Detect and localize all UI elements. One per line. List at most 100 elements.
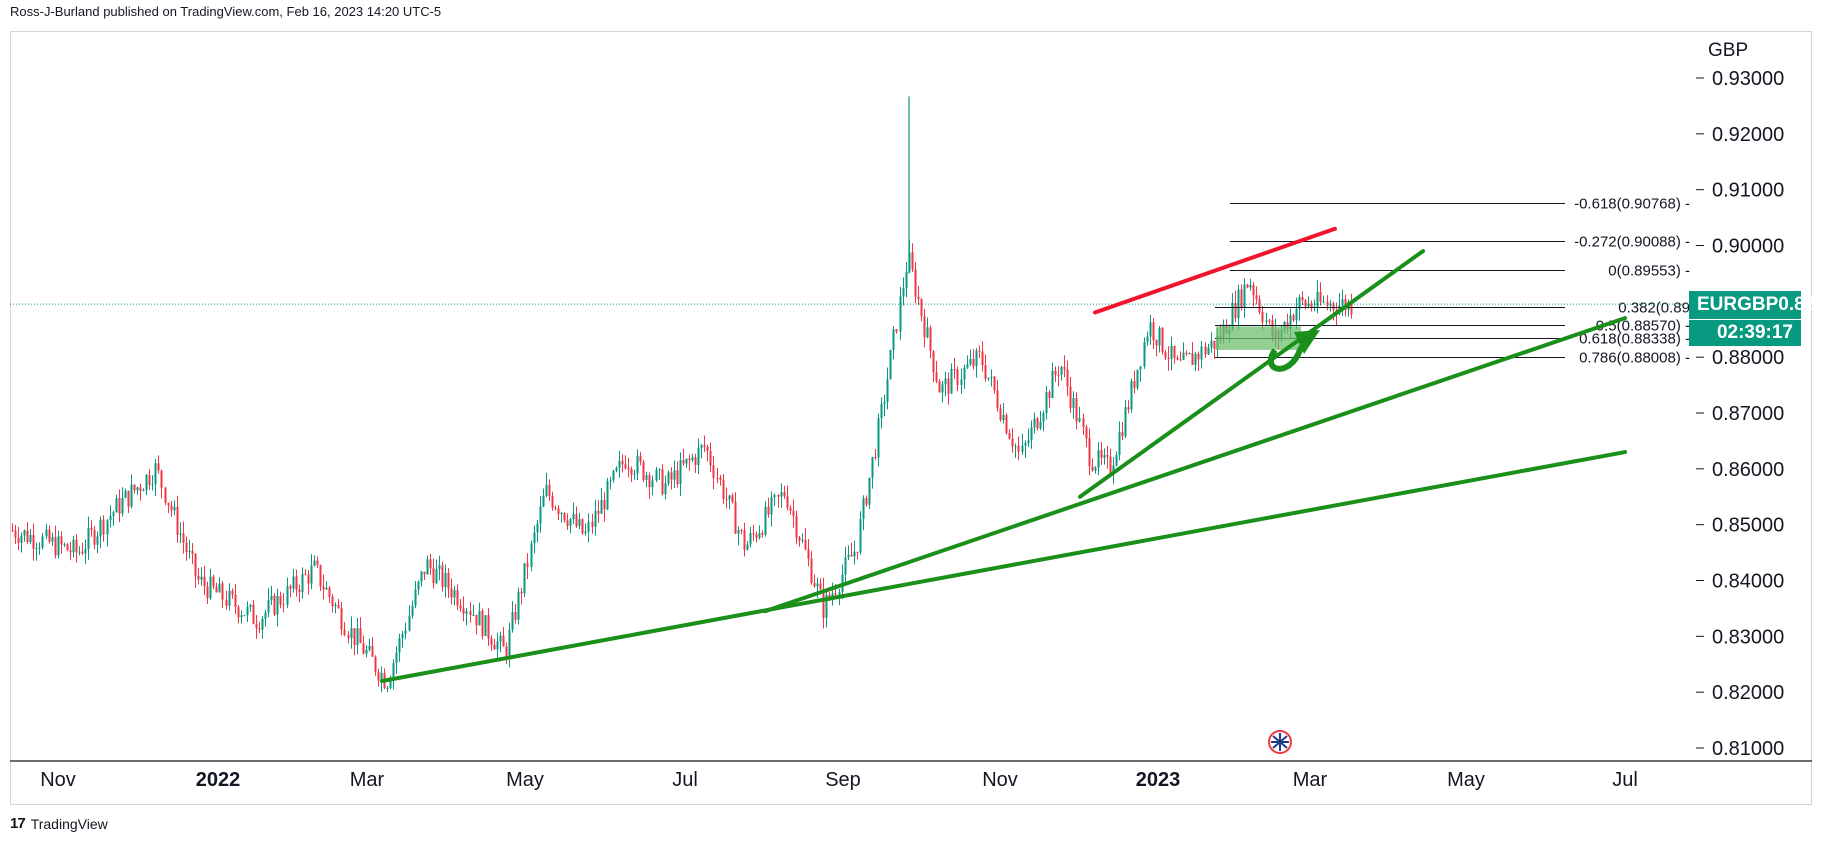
candle-body bbox=[398, 638, 401, 653]
candle-body bbox=[923, 316, 926, 338]
candle-body bbox=[597, 510, 600, 514]
candle-body bbox=[902, 288, 905, 297]
candle-body bbox=[1298, 297, 1301, 309]
candle-body bbox=[941, 384, 944, 393]
support-trendline bbox=[763, 316, 1627, 614]
candle-body bbox=[115, 498, 118, 513]
candle-body bbox=[777, 494, 780, 497]
candle-body bbox=[810, 558, 813, 583]
candle-body bbox=[1246, 284, 1249, 288]
candle-body bbox=[14, 530, 17, 538]
candle-body bbox=[136, 487, 139, 491]
brand-label: TradingView bbox=[30, 815, 108, 832]
candle-body bbox=[639, 456, 642, 462]
candle-body bbox=[831, 593, 834, 599]
candle-body bbox=[145, 475, 148, 491]
candle-body bbox=[231, 590, 234, 595]
candle-body bbox=[685, 458, 688, 464]
candle-body bbox=[1310, 303, 1313, 308]
candle-body bbox=[999, 408, 1002, 420]
candle-body bbox=[444, 572, 447, 587]
candle-body bbox=[764, 506, 767, 535]
candle-body bbox=[276, 595, 279, 615]
candle-body bbox=[987, 377, 990, 379]
candle-body bbox=[676, 470, 679, 485]
candle-body bbox=[533, 532, 536, 544]
candle-body bbox=[834, 593, 837, 595]
candle-body bbox=[1173, 345, 1176, 358]
candle-body bbox=[316, 560, 319, 566]
candle-body bbox=[45, 529, 48, 537]
candle-body bbox=[889, 350, 892, 380]
candle-body bbox=[883, 402, 886, 405]
candle-body bbox=[575, 514, 578, 527]
time-tick-label: Jul bbox=[672, 769, 698, 791]
candle-body bbox=[1194, 353, 1197, 365]
price-tick-label: 0.81000 bbox=[1712, 738, 1784, 760]
candle-body bbox=[1146, 336, 1149, 343]
candle-body bbox=[1185, 352, 1188, 354]
candle-body bbox=[703, 445, 706, 448]
support-trendline bbox=[380, 450, 1627, 683]
candle-body bbox=[993, 376, 996, 391]
candle-body bbox=[1127, 407, 1130, 410]
candle-body bbox=[359, 628, 362, 644]
candle-body bbox=[340, 607, 343, 630]
candle-body bbox=[35, 548, 38, 550]
candle-body bbox=[926, 327, 929, 338]
candle-body bbox=[752, 533, 755, 535]
candle-body bbox=[642, 461, 645, 480]
candle-body bbox=[389, 679, 392, 688]
candle-body bbox=[298, 589, 301, 593]
candle-body bbox=[185, 542, 188, 552]
candle-body bbox=[746, 544, 749, 550]
candle-body bbox=[886, 379, 889, 403]
candle-body bbox=[121, 497, 124, 514]
candle-body bbox=[157, 463, 160, 471]
candle-body bbox=[69, 550, 72, 553]
candle-body bbox=[173, 506, 176, 511]
candle-body bbox=[606, 481, 609, 510]
footer-brand[interactable]: 17 TradingView bbox=[10, 815, 108, 832]
candle-body bbox=[502, 635, 505, 647]
candle-body bbox=[1304, 300, 1307, 307]
candle-body bbox=[1249, 285, 1252, 288]
candle-body bbox=[337, 604, 340, 608]
candle-body bbox=[453, 589, 456, 598]
candle-body bbox=[587, 521, 590, 532]
candle-body bbox=[505, 646, 508, 658]
candle-body bbox=[142, 490, 145, 492]
candle-body bbox=[770, 497, 773, 515]
candle-body bbox=[66, 544, 69, 551]
candle-body bbox=[508, 629, 511, 658]
candle-body bbox=[1158, 327, 1161, 346]
candle-body bbox=[1197, 353, 1200, 360]
candle-body bbox=[328, 587, 331, 597]
candle-body bbox=[697, 447, 700, 466]
candle-body bbox=[450, 588, 453, 598]
candle-body bbox=[368, 645, 371, 650]
candle-body bbox=[1014, 445, 1017, 447]
candle-body bbox=[325, 587, 328, 590]
candle-body bbox=[1188, 353, 1191, 355]
candle-body bbox=[530, 543, 533, 567]
candle-body bbox=[557, 508, 560, 514]
candle-body bbox=[112, 512, 115, 517]
candle-body bbox=[54, 536, 57, 556]
price-axis: GBP0.930000.920000.910000.900000.890000.… bbox=[1695, 31, 1784, 760]
candle-body bbox=[51, 536, 54, 542]
candle-body bbox=[1021, 445, 1024, 452]
candle-body bbox=[438, 565, 441, 570]
candle-body bbox=[1176, 357, 1179, 360]
candle-body bbox=[38, 547, 41, 549]
candle-body bbox=[414, 589, 417, 606]
candle-body bbox=[258, 628, 261, 630]
candle-body bbox=[81, 551, 84, 554]
candle-body bbox=[1139, 366, 1142, 370]
candle-body bbox=[72, 539, 75, 553]
candle-body bbox=[1350, 301, 1353, 315]
candle-body bbox=[1268, 320, 1271, 322]
candle-body bbox=[517, 591, 520, 620]
candle-body bbox=[130, 484, 133, 507]
